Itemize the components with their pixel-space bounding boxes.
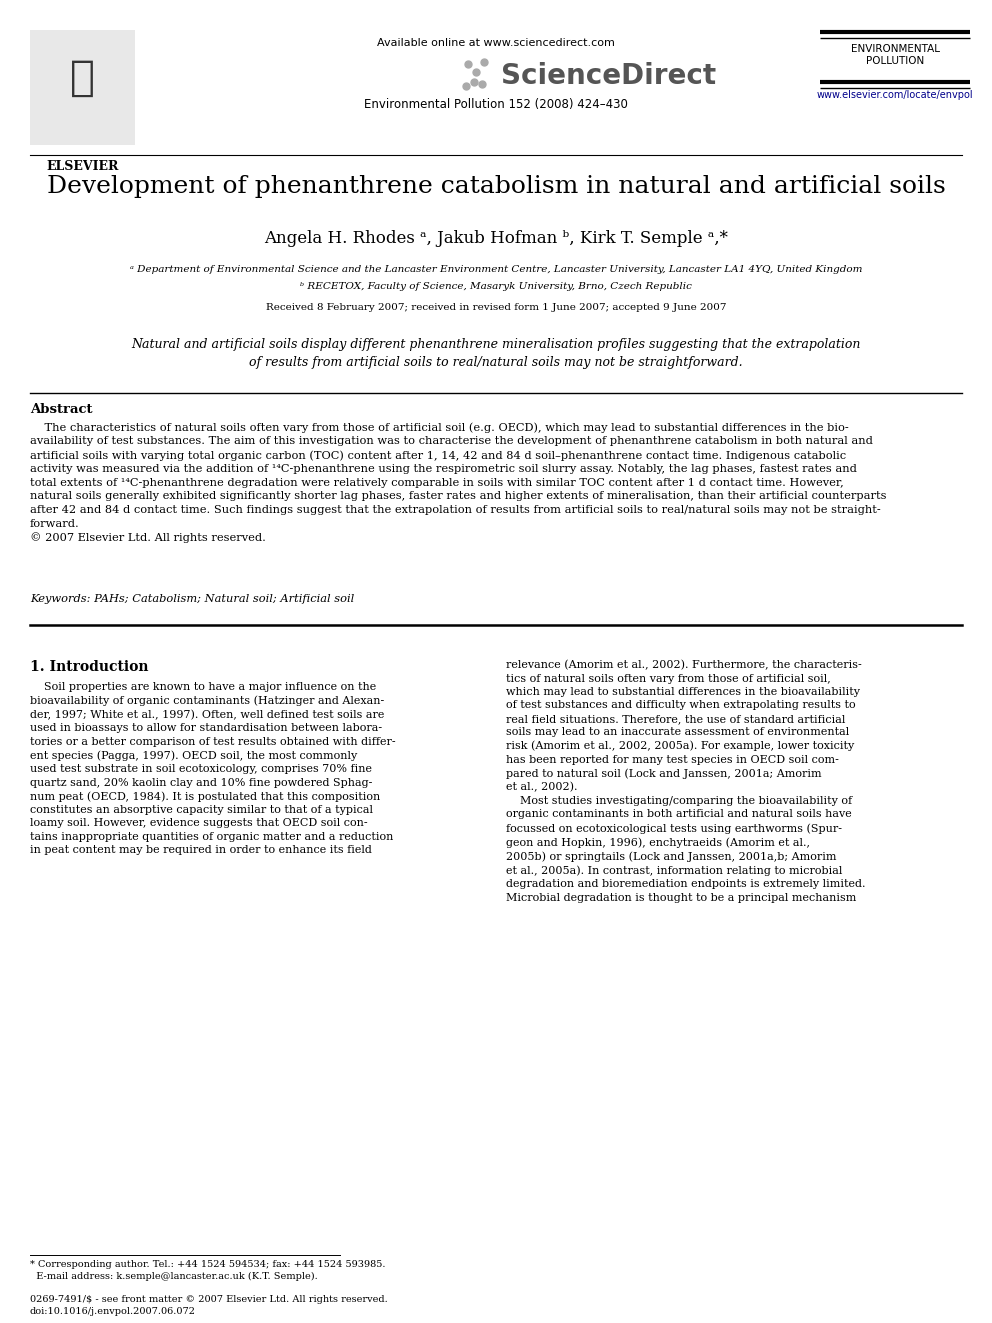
Bar bbox=[30, 30, 135, 146]
Text: 1. Introduction: 1. Introduction bbox=[30, 660, 149, 673]
Text: Keywords: PAHs; Catabolism; Natural soil; Artificial soil: Keywords: PAHs; Catabolism; Natural soil… bbox=[30, 594, 354, 605]
Text: www.elsevier.com/locate/envpol: www.elsevier.com/locate/envpol bbox=[816, 90, 973, 101]
Text: ScienceDirect: ScienceDirect bbox=[501, 62, 716, 90]
Text: Environmental Pollution 152 (2008) 424–430: Environmental Pollution 152 (2008) 424–4… bbox=[364, 98, 628, 111]
Text: Received 8 February 2007; received in revised form 1 June 2007; accepted 9 June : Received 8 February 2007; received in re… bbox=[266, 303, 726, 312]
Text: 🌳: 🌳 bbox=[70, 57, 95, 98]
Text: relevance (Amorim et al., 2002). Furthermore, the characteris-
tics of natural s: relevance (Amorim et al., 2002). Further… bbox=[506, 660, 865, 902]
Text: Soil properties are known to have a major influence on the
bioavailability of or: Soil properties are known to have a majo… bbox=[30, 681, 396, 855]
Text: Angela H. Rhodes ᵃ, Jakub Hofman ᵇ, Kirk T. Semple ᵃ,*: Angela H. Rhodes ᵃ, Jakub Hofman ᵇ, Kirk… bbox=[264, 230, 728, 247]
Text: ELSEVIER: ELSEVIER bbox=[47, 160, 119, 173]
Text: Abstract: Abstract bbox=[30, 404, 92, 415]
Text: Development of phenanthrene catabolism in natural and artificial soils: Development of phenanthrene catabolism i… bbox=[47, 175, 945, 198]
Text: ᵃ Department of Environmental Science and the Lancaster Environment Centre, Lanc: ᵃ Department of Environmental Science an… bbox=[130, 265, 862, 274]
Text: Available online at www.sciencedirect.com: Available online at www.sciencedirect.co… bbox=[377, 38, 615, 48]
Text: The characteristics of natural soils often vary from those of artificial soil (e: The characteristics of natural soils oft… bbox=[30, 422, 887, 544]
Text: * Corresponding author. Tel.: +44 1524 594534; fax: +44 1524 593985.
  E-mail ad: * Corresponding author. Tel.: +44 1524 5… bbox=[30, 1259, 386, 1281]
Text: Natural and artificial soils display different phenanthrene mineralisation profi: Natural and artificial soils display dif… bbox=[131, 337, 861, 369]
Text: ᵇ RECETOX, Faculty of Science, Masaryk University, Brno, Czech Republic: ᵇ RECETOX, Faculty of Science, Masaryk U… bbox=[300, 282, 692, 291]
Text: ENVIRONMENTAL
POLLUTION: ENVIRONMENTAL POLLUTION bbox=[850, 44, 939, 66]
Text: 0269-7491/$ - see front matter © 2007 Elsevier Ltd. All rights reserved.
doi:10.: 0269-7491/$ - see front matter © 2007 El… bbox=[30, 1295, 388, 1316]
